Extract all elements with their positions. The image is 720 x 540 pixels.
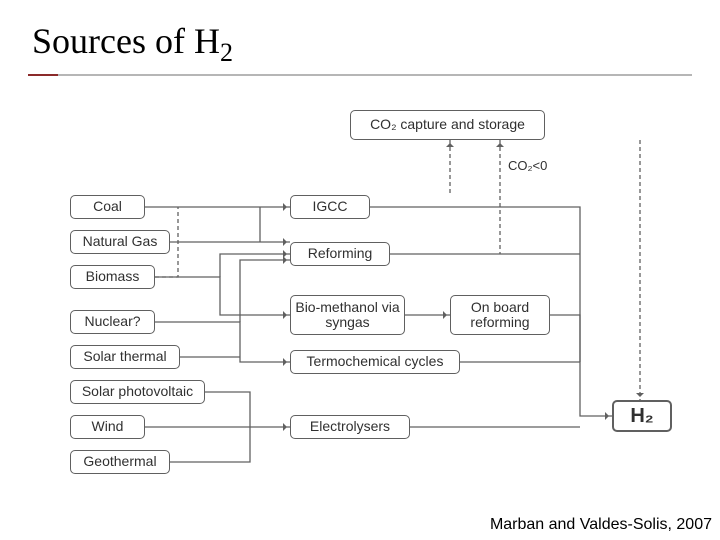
title-underline-accent — [28, 74, 58, 76]
node-co2: CO₂ capture and storage — [350, 110, 545, 140]
node-igcc: IGCC — [290, 195, 370, 219]
node-biometh: Bio-methanol via syngas — [290, 295, 405, 335]
node-natgas: Natural Gas — [70, 230, 170, 254]
slide-title: Sources of H2 — [32, 20, 233, 68]
node-biomass: Biomass — [70, 265, 155, 289]
node-reform: Reforming — [290, 242, 390, 266]
node-coal: Coal — [70, 195, 145, 219]
node-wind: Wind — [70, 415, 145, 439]
citation-text: Marban and Valdes-Solis, 2007 — [490, 516, 712, 534]
edge-label-co2: CO₂<0 — [508, 158, 547, 173]
node-nuclear: Nuclear? — [70, 310, 155, 334]
title-underline — [28, 74, 692, 76]
node-solarpv: Solar photovoltaic — [70, 380, 205, 404]
node-thermo: Termochemical cycles — [290, 350, 460, 374]
node-electrol: Electrolysers — [290, 415, 410, 439]
node-solarth: Solar thermal — [70, 345, 180, 369]
node-h2: H₂ — [612, 400, 672, 432]
node-geo: Geothermal — [70, 450, 170, 474]
node-onboard: On board reforming — [450, 295, 550, 335]
